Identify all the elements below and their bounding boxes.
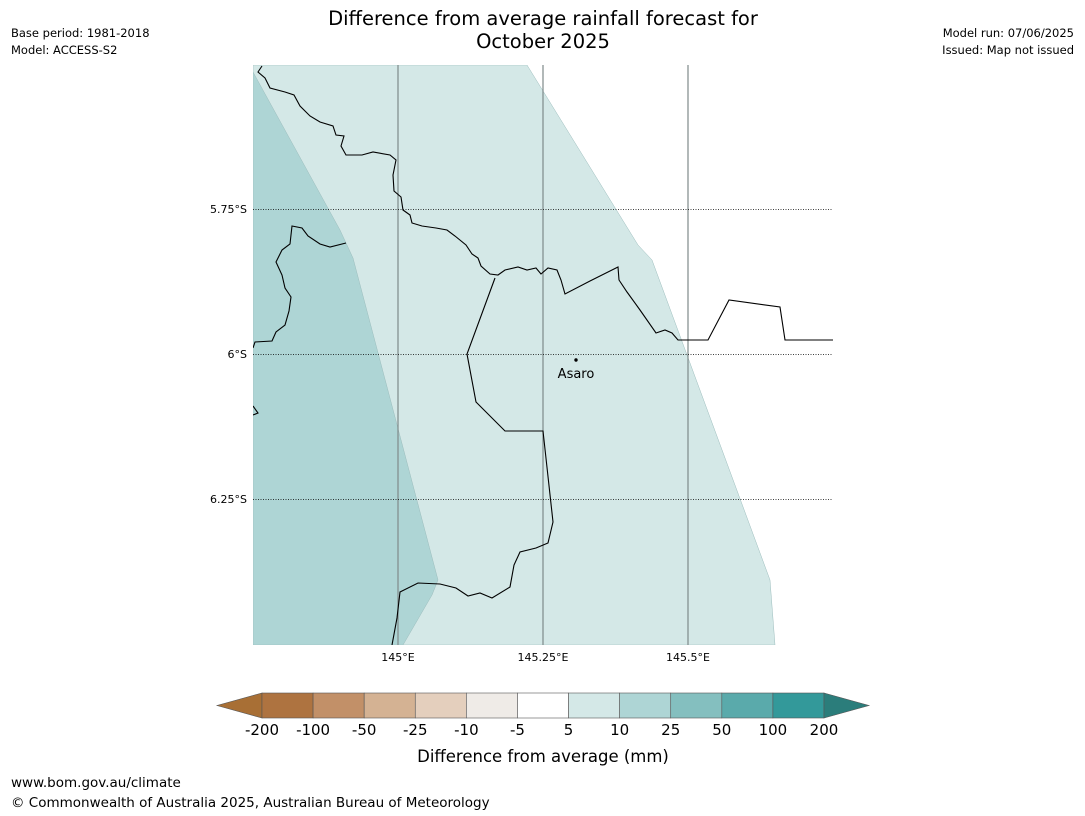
legend-tick-label: -10: [454, 721, 479, 739]
legend-tick-label: 200: [810, 721, 839, 739]
legend-swatch: [619, 692, 672, 719]
lat-label: 5.75°S: [210, 203, 247, 216]
legend-tick-label: -200: [245, 721, 279, 739]
footer-copyright: © Commonwealth of Australia 2025, Austra…: [11, 795, 490, 811]
meta-right: Model run: 07/06/2025 Issued: Map not is…: [942, 25, 1074, 59]
legend-extend-high: [823, 692, 871, 719]
legend-swatch: [414, 692, 467, 719]
title-line-1: Difference from average rainfall forecas…: [328, 7, 758, 30]
base-period: Base period: 1981-2018: [11, 26, 150, 40]
legend-tick-label: 25: [661, 721, 680, 739]
legend-tick-label: 5: [564, 721, 574, 739]
lat-label: 6°S: [228, 348, 247, 361]
model-name: Model: ACCESS-S2: [11, 43, 118, 57]
legend-swatch: [517, 692, 569, 719]
meta-left: Base period: 1981-2018 Model: ACCESS-S2: [11, 25, 150, 59]
model-run: Model run: 07/06/2025: [942, 26, 1074, 40]
map-title: Difference from average rainfall forecas…: [243, 7, 843, 53]
legend-swatch: [312, 692, 365, 719]
legend-extend-low: [215, 692, 263, 719]
boundary-northern: [257, 65, 833, 341]
title-line-2: October 2025: [476, 30, 610, 53]
town-marker-asaro: [574, 358, 578, 362]
forecast-band-10-25: [253, 71, 439, 645]
legend-swatch: [261, 692, 314, 719]
legend-title: Difference from average (mm): [417, 747, 669, 766]
lon-label: 145.25°E: [518, 651, 569, 664]
footer-url: www.bom.gov.au/climate: [11, 775, 181, 791]
legend-tick-label: -50: [352, 721, 377, 739]
province-boundaries: [253, 65, 833, 645]
legend-swatch: [568, 692, 620, 719]
boundary-eastern-highlands: [391, 277, 554, 645]
legend-swatch: [363, 692, 416, 719]
legend-tick-label: 100: [759, 721, 788, 739]
legend-swatch: [772, 692, 825, 719]
legend-tick-label: -5: [510, 721, 525, 739]
lon-label: 145°E: [381, 651, 414, 664]
legend-tick-label: -100: [296, 721, 330, 739]
legend-tick-label: -25: [403, 721, 428, 739]
town-label-asaro: Asaro: [558, 367, 595, 382]
legend-tick-label: 50: [712, 721, 731, 739]
boundary-fragment: [253, 405, 259, 416]
issued-status: Issued: Map not issued: [942, 43, 1074, 57]
legend-swatch: [466, 692, 518, 719]
legend-tick-label: 10: [610, 721, 629, 739]
lon-label: 145.5°E: [666, 651, 710, 664]
lat-label: 6.25°S: [210, 493, 247, 506]
boundary-western: [253, 225, 347, 349]
legend-swatch: [670, 692, 723, 719]
color-legend: -200 -100 -50 -25 -10 -5 5 10 25 50 100 200: [215, 692, 871, 739]
legend-swatch: [721, 692, 774, 719]
map-frame: Asaro: [253, 65, 833, 645]
